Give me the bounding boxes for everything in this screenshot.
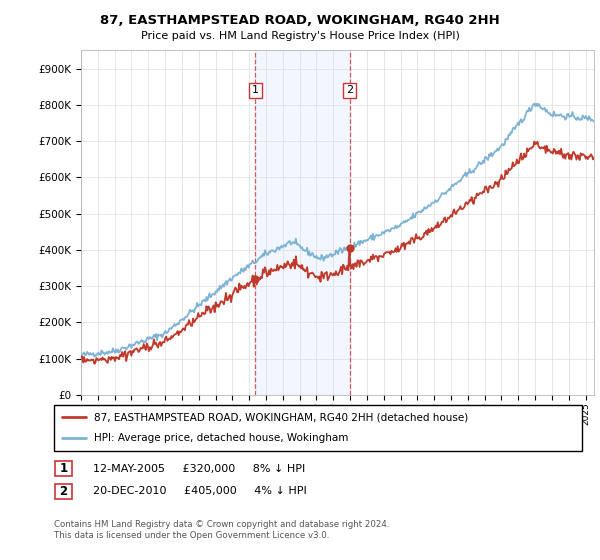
Text: 1: 1 xyxy=(59,462,68,475)
Text: Contains HM Land Registry data © Crown copyright and database right 2024.
This d: Contains HM Land Registry data © Crown c… xyxy=(54,520,389,540)
Bar xyxy=(255,50,350,395)
Text: 20-DEC-2010     £405,000     4% ↓ HPI: 20-DEC-2010 £405,000 4% ↓ HPI xyxy=(93,486,307,496)
Text: 87, EASTHAMPSTEAD ROAD, WOKINGHAM, RG40 2HH (detached house): 87, EASTHAMPSTEAD ROAD, WOKINGHAM, RG40 … xyxy=(94,412,468,422)
Text: 2: 2 xyxy=(346,85,353,95)
Text: 2: 2 xyxy=(59,484,68,498)
Text: 12-MAY-2005     £320,000     8% ↓ HPI: 12-MAY-2005 £320,000 8% ↓ HPI xyxy=(93,464,305,474)
Text: 87, EASTHAMPSTEAD ROAD, WOKINGHAM, RG40 2HH: 87, EASTHAMPSTEAD ROAD, WOKINGHAM, RG40 … xyxy=(100,14,500,27)
Text: Price paid vs. HM Land Registry's House Price Index (HPI): Price paid vs. HM Land Registry's House … xyxy=(140,31,460,41)
Text: HPI: Average price, detached house, Wokingham: HPI: Average price, detached house, Woki… xyxy=(94,433,348,444)
Text: 1: 1 xyxy=(252,85,259,95)
